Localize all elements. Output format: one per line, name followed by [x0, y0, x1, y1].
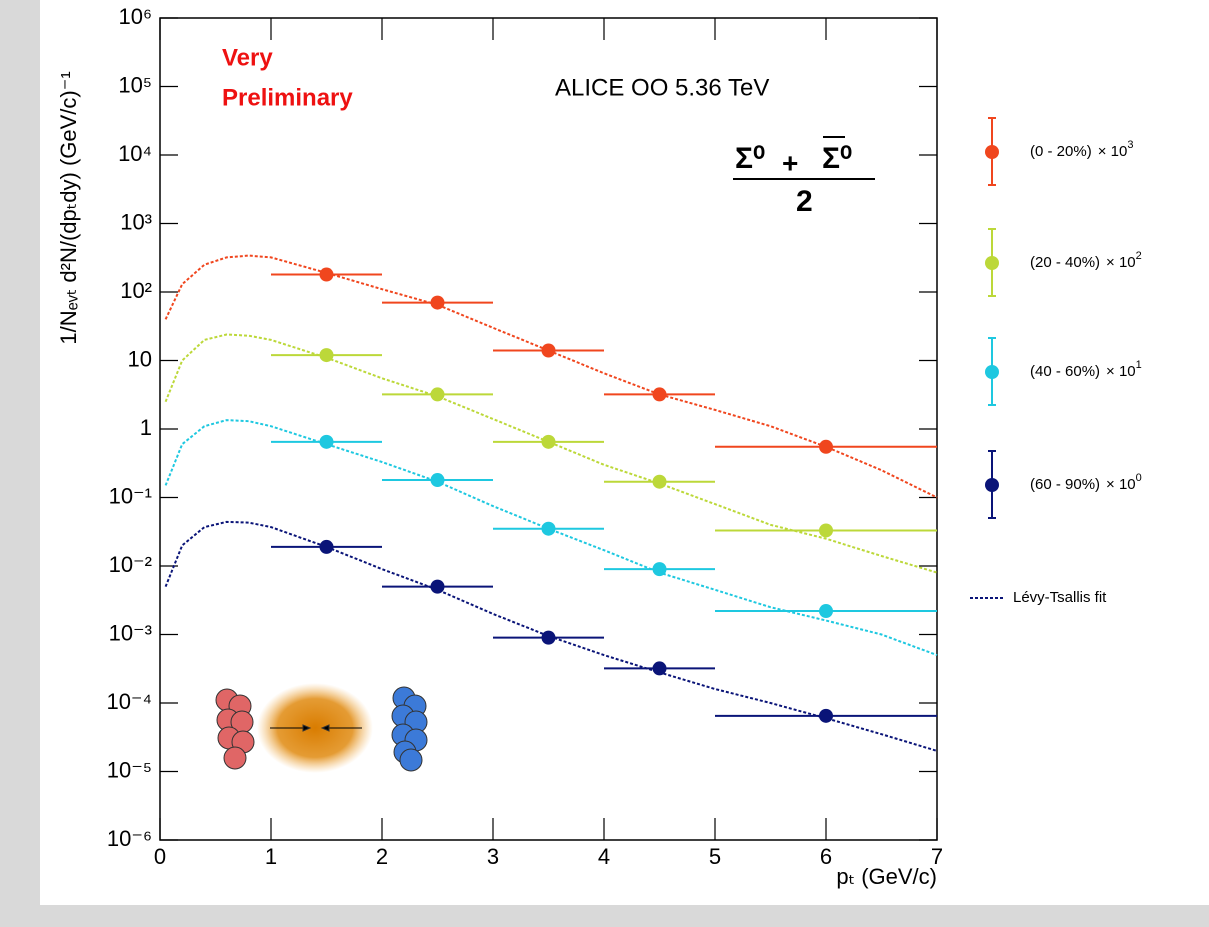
collision-cartoon [215, 683, 428, 773]
formula-left: Σ⁰ [735, 142, 765, 175]
legend-marker [985, 145, 999, 159]
arrow-head [302, 724, 312, 732]
x-tick-label: 2 [376, 844, 388, 869]
x-axis-label: pₜ (GeV/c) [836, 864, 937, 889]
legend-exponent: 0 [1136, 472, 1142, 484]
legend-marker [985, 256, 999, 270]
legend-exponent: 1 [1136, 359, 1142, 371]
y-tick-label: 10⁴ [118, 141, 152, 166]
legend-scale: × 10 [1106, 476, 1136, 493]
arrow-head [320, 724, 330, 732]
y-tick-label: 10⁻¹ [109, 483, 152, 508]
data-point [541, 434, 556, 449]
data-point [652, 661, 667, 676]
data-point [652, 562, 667, 577]
formula-denominator: 2 [796, 185, 813, 218]
legend-name: (40 - 60%) [1030, 363, 1100, 380]
legend-exponent: 3 [1127, 139, 1133, 151]
data-point [541, 521, 556, 536]
data-point [430, 579, 445, 594]
fit-curve [164, 520, 938, 752]
legend-name: (20 - 40%) [1030, 254, 1100, 271]
data-point [819, 604, 833, 619]
formula-operator: + [782, 147, 798, 178]
panel-background [40, 0, 1209, 905]
legend-scale: × 10 [1106, 254, 1136, 271]
y-tick-label: 10 [128, 346, 152, 371]
y-tick-label: 10³ [120, 209, 152, 234]
y-tick-label: 10⁻³ [109, 620, 152, 645]
experiment-label: ALICE OO 5.36 TeV [555, 74, 769, 101]
data-point [819, 523, 833, 538]
legend-label: (60 - 90%) × 100 [1030, 472, 1142, 493]
data-point [652, 474, 667, 489]
y-tick-label: 10⁵ [118, 72, 152, 97]
legend-label: (20 - 40%) × 102 [1030, 250, 1142, 271]
fireball [257, 683, 373, 773]
formula: Σ⁰ + Σ⁰ 2 [733, 136, 875, 218]
x-tick-label: 7 [931, 844, 943, 869]
data-point [430, 295, 445, 310]
fit-curve [164, 419, 938, 657]
x-tick-label: 5 [709, 844, 721, 869]
nucleus-right [391, 686, 428, 772]
preliminary-label: Very [222, 44, 273, 71]
data-point [319, 348, 334, 363]
fit-legend-label: Lévy-Tsallis fit [1013, 589, 1107, 606]
nucleus-left [215, 688, 255, 770]
y-tick-label: 10⁻⁴ [106, 689, 152, 714]
legend-marker [985, 365, 999, 379]
legend-scale: × 10 [1098, 143, 1128, 160]
y-tick-label: 10⁶ [118, 4, 152, 29]
data-point [319, 539, 334, 554]
y-tick-label: 10⁻⁵ [107, 757, 152, 782]
data-point [541, 630, 556, 645]
data-point [819, 708, 833, 723]
data-point [430, 387, 445, 402]
x-tick-label: 1 [265, 844, 277, 869]
data-point [652, 387, 667, 402]
legend-label: (40 - 60%) × 101 [1030, 359, 1142, 380]
x-tick-label: 0 [154, 844, 166, 869]
legend-name: (0 - 20%) [1030, 143, 1092, 160]
data-point [319, 267, 334, 282]
formula-right: Σ⁰ [822, 142, 852, 175]
data-point [819, 439, 833, 454]
data-point [430, 473, 445, 488]
y-tick-label: 10⁻⁶ [107, 826, 152, 851]
data-point [541, 343, 556, 358]
legend-marker [985, 478, 999, 492]
x-tick-label: 4 [598, 844, 610, 869]
legend-label: (0 - 20%) × 103 [1030, 139, 1133, 160]
y-axis-label: 1/Nₑᵥₜ d²N/(dpₜdy) (GeV/c)⁻¹ [56, 71, 81, 344]
y-tick-label: 1 [140, 415, 152, 440]
fit-curve [164, 254, 938, 499]
preliminary-label: Preliminary [222, 84, 353, 111]
data-point [319, 434, 334, 449]
legend-exponent: 2 [1136, 250, 1142, 262]
legend-scale: × 10 [1106, 363, 1136, 380]
x-tick-label: 3 [487, 844, 499, 869]
x-tick-label: 6 [820, 844, 832, 869]
y-tick-label: 10² [120, 278, 152, 303]
legend-name: (60 - 90%) [1030, 476, 1100, 493]
y-tick-label: 10⁻² [109, 552, 152, 577]
